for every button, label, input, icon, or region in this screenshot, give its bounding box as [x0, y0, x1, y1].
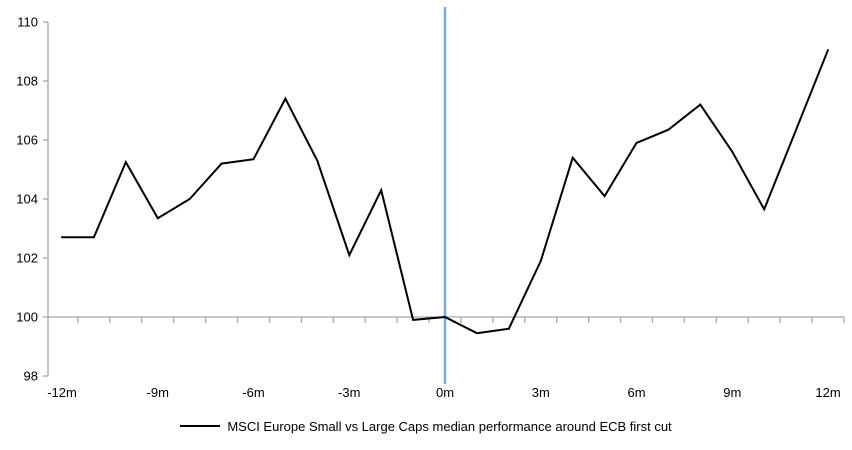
y-axis-tick-label: 102 [16, 251, 38, 266]
y-axis-tick-label: 100 [16, 310, 38, 325]
x-axis-tick-label: -3m [338, 385, 360, 400]
x-axis-tick-label: -12m [47, 385, 77, 400]
y-axis-tick-label: 110 [17, 15, 38, 30]
legend-line-sample-icon [180, 425, 221, 427]
y-axis-tick-label: 106 [16, 133, 38, 148]
x-axis-tick-label: 0m [436, 385, 454, 400]
legend-label: MSCI Europe Small vs Large Caps median p… [227, 418, 672, 434]
y-axis-tick-label: 108 [16, 74, 38, 89]
x-axis-tick-label: 6m [627, 385, 645, 400]
series-line [61, 49, 829, 335]
x-axis-tick-label: -9m [147, 385, 169, 400]
legend: MSCI Europe Small vs Large Caps median p… [0, 416, 852, 436]
y-axis-tick-label: 104 [16, 192, 38, 207]
y-axis-tick-label: 98 [24, 369, 38, 384]
x-axis-tick-label: -6m [242, 385, 264, 400]
x-axis-tick-label: 9m [723, 385, 741, 400]
x-axis-tick-label: 12m [815, 385, 840, 400]
x-axis-tick-label: 3m [532, 385, 550, 400]
